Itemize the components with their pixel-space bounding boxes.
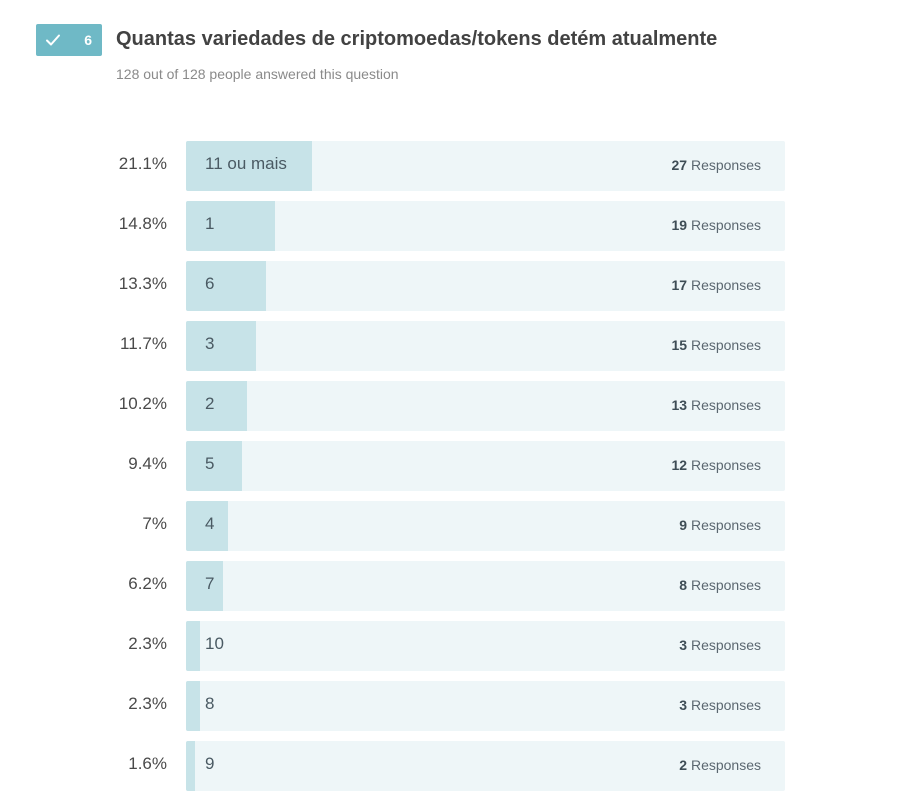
bar-percentage-label: 2.3% (128, 694, 167, 713)
question-title: Quantas variedades de criptomoedas/token… (116, 28, 718, 50)
bar-response-count: 2 Responses (679, 741, 761, 791)
bar-response-count: 15 Responses (671, 321, 761, 371)
bar-category-label: 8 (205, 694, 215, 713)
bar-category-label: 5 (205, 454, 215, 473)
bar-value-label: 2 (679, 757, 688, 773)
question-number: 6 (84, 32, 92, 48)
question-answer-count: 128 out of 128 people answered this ques… (116, 66, 399, 82)
bar-category-label: 1 (205, 214, 215, 233)
bar-value-label: 19 (671, 217, 688, 233)
responses-word: Responses (690, 757, 761, 773)
bar-value-label: 9 (679, 517, 688, 533)
bar-response-count: 9 Responses (679, 501, 761, 551)
bar (186, 741, 195, 791)
bar (186, 621, 200, 671)
bar-track (186, 561, 785, 611)
bar-value-label: 27 (671, 157, 688, 173)
chart-row: 6.2% 7 8 Responses (0, 561, 897, 611)
bar-track (186, 141, 785, 191)
bar (186, 561, 223, 611)
bar-track (186, 621, 785, 671)
bar-track (186, 381, 785, 431)
responses-word: Responses (690, 697, 761, 713)
bar-percentage-label: 6.2% (128, 574, 167, 593)
responses-word: Responses (690, 277, 761, 293)
responses-word: Responses (690, 157, 761, 173)
bar-response-count: 3 Responses (679, 681, 761, 731)
bar-track (186, 261, 785, 311)
bar-percentage-label: 1.6% (128, 754, 167, 773)
bar-category-label: 6 (205, 274, 215, 293)
responses-word: Responses (690, 577, 761, 593)
bar (186, 261, 266, 311)
bar-percentage-label: 7% (142, 514, 167, 533)
bar-category-label: 9 (205, 754, 215, 773)
responses-word: Responses (690, 337, 761, 353)
bar-response-count: 27 Responses (671, 141, 761, 191)
responses-word: Responses (690, 517, 761, 533)
bar-track (186, 681, 785, 731)
chart-row: 1.6% 9 2 Responses (0, 741, 897, 791)
chart-row: 2.3% 8 3 Responses (0, 681, 897, 731)
bar-value-label: 3 (679, 697, 688, 713)
question-badge: 6 (36, 24, 102, 56)
bar-response-count: 17 Responses (671, 261, 761, 311)
question-header: 6 Quantas variedades de criptomoedas/tok… (36, 22, 877, 56)
bar-response-count: 19 Responses (671, 201, 761, 251)
bar-value-label: 12 (671, 457, 688, 473)
bar-response-count: 8 Responses (679, 561, 761, 611)
bar-percentage-label: 14.8% (118, 214, 167, 233)
bar (186, 201, 275, 251)
chart-row: 7% 4 9 Responses (0, 501, 897, 551)
chart-row: 10.2% 2 13 Responses (0, 381, 897, 431)
chart-row: 21.1% 11 ou mais 27 Responses (0, 141, 897, 191)
bar-value-label: 15 (671, 337, 688, 353)
bar-value-label: 17 (671, 277, 688, 293)
bar-percentage-label: 10.2% (118, 394, 167, 413)
bar (186, 321, 256, 371)
check-icon (46, 34, 60, 46)
bar-track (186, 501, 785, 551)
responses-word: Responses (690, 457, 761, 473)
bar-track (186, 321, 785, 371)
chart-row: 14.8% 1 19 Responses (0, 201, 897, 251)
bar-response-count: 12 Responses (671, 441, 761, 491)
bar-value-label: 3 (679, 637, 688, 653)
bar-value-label: 8 (679, 577, 688, 593)
bar-category-label: 4 (205, 514, 215, 533)
responses-word: Responses (690, 397, 761, 413)
bar (186, 681, 200, 731)
chart-row: 9.4% 5 12 Responses (0, 441, 897, 491)
bar (186, 141, 312, 191)
bar-percentage-label: 9.4% (128, 454, 167, 473)
bar (186, 501, 228, 551)
chart-row: 13.3% 6 17 Responses (0, 261, 897, 311)
chart-row: 2.3% 10 3 Responses (0, 621, 897, 671)
bar (186, 381, 247, 431)
bar-response-count: 3 Responses (679, 621, 761, 671)
bar-track (186, 741, 785, 791)
bar-track (186, 441, 785, 491)
bar-value-label: 13 (671, 397, 688, 413)
bar-category-label: 11 ou mais (205, 154, 287, 173)
bar-percentage-label: 11.7% (120, 334, 167, 353)
bar-percentage-label: 13.3% (118, 274, 167, 293)
bar-category-label: 2 (205, 394, 215, 413)
bar-category-label: 7 (205, 574, 215, 593)
bar-track (186, 201, 785, 251)
bar-percentage-label: 2.3% (128, 634, 167, 653)
bar-category-label: 10 (205, 634, 224, 653)
bar (186, 441, 242, 491)
bar-response-count: 13 Responses (671, 381, 761, 431)
responses-word: Responses (690, 217, 761, 233)
responses-word: Responses (690, 637, 761, 653)
chart-row: 11.7% 3 15 Responses (0, 321, 897, 371)
bar-category-label: 3 (205, 334, 215, 353)
bar-percentage-label: 21.1% (118, 154, 167, 173)
